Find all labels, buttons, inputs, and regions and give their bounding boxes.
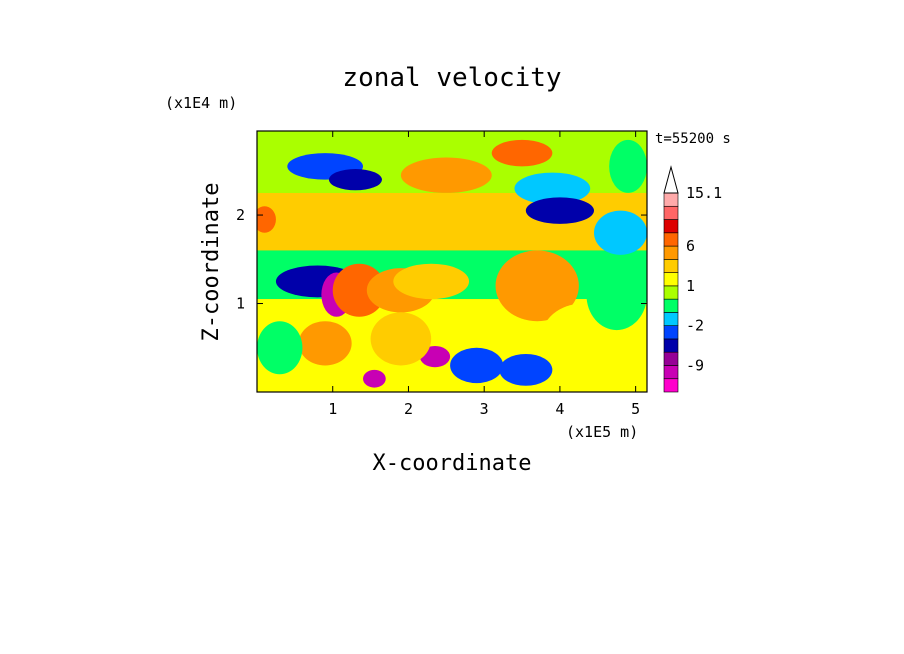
colorbar-swatch bbox=[663, 325, 679, 340]
chart-title: zonal velocity bbox=[342, 63, 561, 93]
colorbar-tick-label: 6 bbox=[686, 237, 695, 255]
colorbar-swatch bbox=[663, 298, 679, 313]
colorbar-tick-label: 1 bbox=[686, 277, 695, 295]
field-blob bbox=[332, 263, 386, 317]
field-blob bbox=[525, 197, 594, 224]
field-blob bbox=[499, 353, 553, 386]
field-blob bbox=[593, 210, 647, 255]
colorbar-tick-label: -9 bbox=[686, 356, 704, 374]
field-blob bbox=[298, 321, 352, 366]
field-blob bbox=[400, 157, 492, 193]
colorbar-swatch bbox=[663, 272, 679, 287]
field-blob bbox=[257, 206, 276, 233]
x-tick-label: 4 bbox=[555, 400, 564, 418]
colorbar-swatch bbox=[663, 365, 679, 380]
plot-frame bbox=[256, 130, 648, 393]
colorbar: 15.1 6 1 -2 -9 bbox=[663, 165, 722, 393]
colorbar-tick-label: 15.1 bbox=[686, 184, 722, 202]
y-tick-label: 1 bbox=[236, 295, 245, 313]
x-tick-label: 5 bbox=[631, 400, 640, 418]
y-axis-ticks: 12 bbox=[236, 206, 647, 313]
colorbar-swatch bbox=[663, 245, 679, 260]
colorbar-swatch bbox=[663, 232, 679, 247]
colorbar-swatch bbox=[663, 285, 679, 300]
colorbar-swatch bbox=[663, 205, 679, 220]
x-unit-label: (x1E5 m) bbox=[566, 423, 638, 441]
field-blob bbox=[514, 172, 591, 205]
colorbar-tick-label: -2 bbox=[686, 317, 704, 335]
colorbar-swatch bbox=[663, 259, 679, 273]
field-blob bbox=[328, 169, 382, 191]
x-tick-label: 2 bbox=[404, 400, 413, 418]
time-label: t=55200 s bbox=[655, 131, 731, 147]
field-blob bbox=[257, 321, 303, 375]
colorbar-swatch bbox=[663, 312, 679, 326]
colorbar-extend-arrow bbox=[663, 165, 679, 194]
x-axis-label: X-coordinate bbox=[373, 451, 532, 476]
field-blob bbox=[495, 250, 579, 322]
colorbar-swatch bbox=[663, 192, 679, 207]
field-blob bbox=[491, 139, 553, 167]
field-blob bbox=[609, 139, 647, 193]
x-tick-label: 1 bbox=[328, 400, 337, 418]
field-band bbox=[257, 192, 647, 251]
colorbar-swatch bbox=[663, 351, 679, 366]
x-tick-label: 3 bbox=[480, 400, 489, 418]
field-blob bbox=[393, 263, 470, 300]
field-blob bbox=[586, 259, 647, 331]
field-blob bbox=[370, 312, 432, 366]
x-axis-ticks: 1 2 3 4 5 bbox=[328, 131, 640, 418]
y-axis-label: Z-coordinate bbox=[199, 183, 224, 342]
field-blob bbox=[363, 369, 386, 388]
heatmap-field bbox=[257, 131, 647, 392]
y-unit-label: (x1E4 m) bbox=[165, 94, 237, 112]
y-tick-label: 2 bbox=[236, 206, 245, 224]
field-blob bbox=[450, 347, 504, 384]
colorbar-swatch bbox=[663, 219, 679, 234]
colorbar-swatch bbox=[663, 378, 679, 393]
colorbar-swatch bbox=[663, 338, 679, 353]
